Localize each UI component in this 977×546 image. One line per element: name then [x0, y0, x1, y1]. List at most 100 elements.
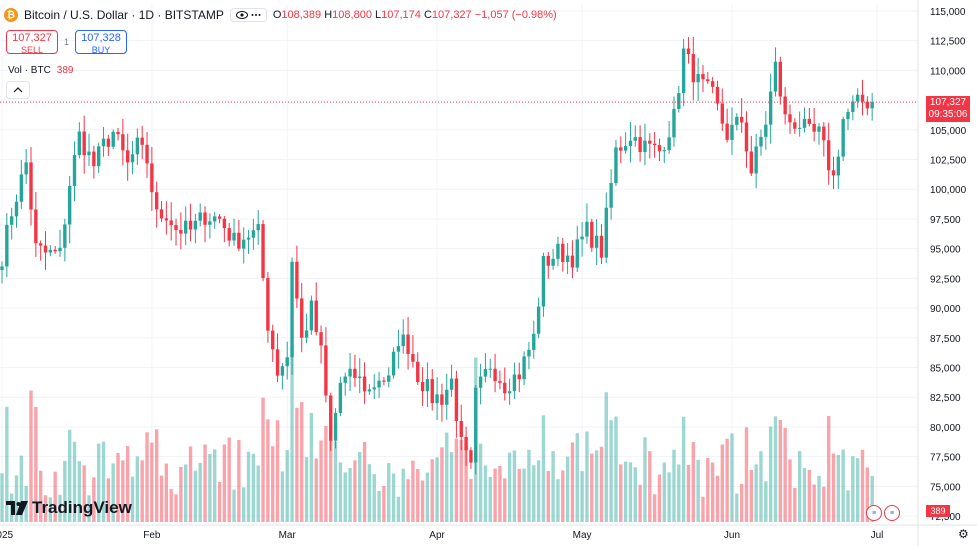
- volume-bar: [478, 443, 483, 522]
- gear-icon[interactable]: ⚙: [958, 527, 969, 541]
- volume-bar: [67, 429, 72, 522]
- candle-body: [19, 174, 24, 202]
- candle-body: [285, 357, 289, 367]
- volume-bars: [0, 345, 874, 522]
- volume-bar: [48, 497, 53, 522]
- candle-body: [459, 421, 463, 437]
- volume-bar: [614, 416, 618, 522]
- y-tick-label: 75,000: [930, 482, 961, 493]
- candle-body: [493, 368, 497, 382]
- bar-countdown: 09:35:06: [928, 109, 968, 121]
- volume-bar: [759, 451, 763, 522]
- volume-bar: [483, 465, 488, 522]
- candle-body: [604, 207, 608, 258]
- candle-body: [396, 346, 401, 352]
- us-flag-icon[interactable]: ≡: [866, 505, 882, 521]
- volume-bar: [604, 392, 608, 522]
- candle-body: [744, 122, 749, 152]
- candle-body: [314, 300, 318, 333]
- candle-body: [169, 220, 173, 226]
- collapse-legend-button[interactable]: [6, 81, 30, 99]
- candle-body: [498, 381, 502, 383]
- volume-bar: [619, 464, 623, 522]
- volume-bar: [836, 455, 841, 522]
- candle-body: [527, 349, 531, 357]
- sell-button[interactable]: 107,327 SELL: [6, 30, 58, 55]
- volume-bar: [203, 444, 207, 522]
- volume-bar: [213, 449, 217, 522]
- candle-body: [865, 101, 870, 109]
- tradingview-logo-icon: [6, 501, 28, 515]
- candle-body: [691, 54, 695, 83]
- volume-bar: [275, 420, 280, 522]
- candle-body: [353, 368, 357, 379]
- volume-bar: [130, 476, 135, 522]
- volume-bar: [242, 487, 246, 522]
- candle-body: [851, 101, 855, 112]
- volume-bar: [174, 494, 178, 522]
- candle-body: [532, 333, 536, 350]
- volume-bar: [72, 441, 77, 522]
- candle-body: [406, 334, 410, 354]
- volume-bar: [382, 486, 386, 522]
- candle-body: [454, 378, 459, 422]
- candle-body: [208, 221, 212, 225]
- candle-body: [391, 351, 396, 376]
- volume-bar: [19, 455, 24, 522]
- candle-body: [817, 126, 821, 132]
- volume-bar: [319, 440, 323, 522]
- candle-body: [5, 224, 9, 267]
- volume-bar: [266, 419, 270, 522]
- symbol-title[interactable]: Bitcoin / U.S. Dollar · 1D · BITSTAMP: [24, 8, 224, 22]
- candle-body: [739, 116, 744, 123]
- tradingview-logo[interactable]: TradingView: [6, 498, 132, 518]
- candle-body: [227, 228, 231, 241]
- candle-body: [855, 94, 860, 102]
- candle-body: [672, 108, 676, 138]
- volume-bar: [561, 470, 565, 522]
- candle-body: [822, 126, 826, 141]
- volume-bar: [295, 407, 299, 522]
- candle-body: [464, 436, 468, 451]
- candle-body: [280, 366, 285, 376]
- candle-body: [590, 221, 594, 248]
- y-tick-label: 77,500: [930, 453, 961, 464]
- ohlc-change: −1,057 (−0.98%): [474, 9, 557, 21]
- candle-body: [507, 391, 512, 394]
- candle-body: [599, 235, 604, 258]
- candle-body: [67, 185, 72, 225]
- ohlc-close: 107,327: [431, 9, 472, 21]
- candle-body: [401, 334, 405, 347]
- volume-bar: [735, 493, 739, 522]
- volume-bar: [198, 462, 202, 522]
- legend-visibility-toggle[interactable]: [229, 8, 267, 22]
- volume-bar: [527, 449, 531, 522]
- candle-body: [329, 395, 333, 441]
- candle-body: [319, 332, 323, 346]
- volume-bar: [358, 451, 362, 522]
- candle-body: [290, 261, 294, 358]
- x-tick-label: Jul: [871, 530, 884, 541]
- candle-body: [628, 140, 633, 147]
- candle-body: [420, 382, 425, 392]
- us-flag-icon[interactable]: ≡: [884, 505, 900, 521]
- volume-bar: [101, 441, 106, 522]
- volume-bar: [749, 469, 754, 522]
- candle-body: [706, 79, 710, 82]
- buy-button[interactable]: 107,328 BUY: [75, 30, 128, 55]
- candle-body: [667, 137, 671, 151]
- candle-body: [715, 86, 720, 104]
- candle-body: [440, 394, 444, 405]
- candle-body: [764, 124, 768, 137]
- y-tick-label: 85,000: [930, 363, 961, 374]
- candle-body: [203, 212, 207, 225]
- volume-bar: [164, 463, 169, 522]
- volume-bar: [353, 460, 357, 522]
- candle-body: [9, 216, 14, 225]
- ohlc-high: 108,800: [332, 9, 372, 21]
- volume-bar: [648, 451, 652, 522]
- volume-bar: [38, 470, 43, 522]
- volume-bar: [111, 463, 115, 522]
- y-tick-label: 102,500: [930, 156, 967, 167]
